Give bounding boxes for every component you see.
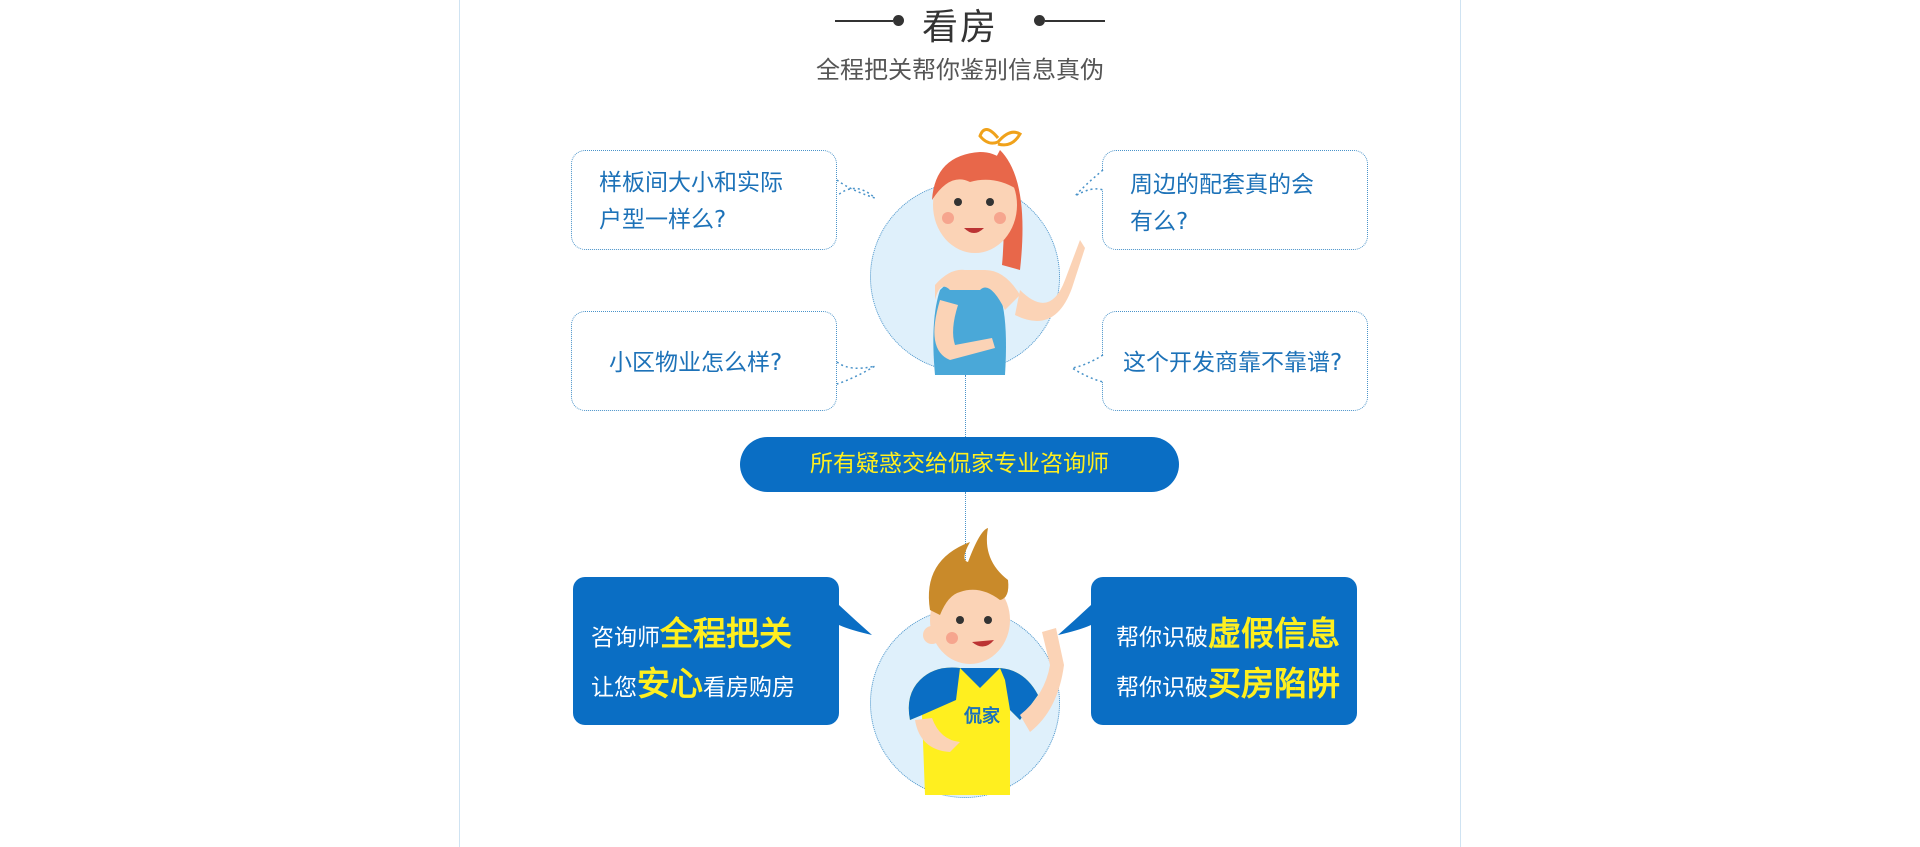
- consultant-left-line1: 咨询师全程把关: [591, 607, 792, 655]
- question-text-line2: 户型一样么?: [599, 207, 727, 233]
- consultant-banner: 所有疑惑交给侃家专业咨询师: [740, 437, 1179, 492]
- question-bubble-developer: 这个开发商靠不靠谱?: [1102, 311, 1368, 411]
- line1-prefix: 帮你识破: [1116, 625, 1208, 651]
- hair-bow: [978, 128, 1023, 147]
- line2-highlight: 买房陷阱: [1208, 664, 1340, 703]
- page-subtitle: 全程把关帮你鉴别信息真伪: [816, 56, 1104, 84]
- raised-arm: [1020, 628, 1064, 732]
- woman-mouth: [964, 228, 984, 233]
- shirt-logo-text: 侃家: [963, 705, 1001, 727]
- line2-suffix: 看房购房: [703, 675, 795, 701]
- section-header: 看房: [0, 0, 1920, 48]
- tail-question-2: [1074, 169, 1104, 197]
- man-right-eye: [984, 616, 992, 624]
- tail-question-4: [1069, 354, 1104, 383]
- line2-prefix: 帮你识破: [1116, 675, 1208, 701]
- lower-arm: [915, 718, 960, 752]
- consultant-right-line1: 帮你识破虚假信息: [1116, 607, 1340, 655]
- right-sleeve: [1000, 668, 1038, 720]
- question-text-line1: 样板间大小和实际: [599, 170, 783, 196]
- right-border-line: [1460, 0, 1461, 847]
- man-left-cheek: [946, 632, 958, 644]
- man-mouth: [972, 640, 994, 647]
- left-eye: [954, 198, 962, 206]
- pointing-arm: [1015, 240, 1085, 321]
- right-eye: [986, 198, 994, 206]
- woman-hair: [932, 152, 1018, 200]
- question-bubble-sample-room: 样板间大小和实际 户型一样么?: [571, 150, 837, 250]
- connector-bottom: [965, 492, 966, 582]
- left-cheek: [942, 212, 954, 224]
- man-left-eye: [956, 616, 964, 624]
- title-left-line: [835, 20, 893, 22]
- man-hair: [928, 528, 1009, 615]
- shoulders: [935, 269, 1020, 310]
- question-text-line1: 小区物业怎么样?: [609, 350, 783, 376]
- question-text-line2: 有么?: [1130, 209, 1189, 235]
- title-right-line: [1045, 20, 1105, 22]
- question-bubble-property-management: 小区物业怎么样?: [571, 311, 837, 411]
- consultant-bubble-left: 咨询师全程把关 让您安心看房购房: [573, 577, 839, 725]
- consultant-right-line2: 帮你识破买房陷阱: [1116, 657, 1340, 705]
- title-right-dot: [1034, 15, 1045, 26]
- tail-question-3: [836, 361, 876, 385]
- page-title: 看房: [921, 7, 998, 48]
- woman-illustration: [932, 128, 1085, 375]
- line2-prefix: 让您: [591, 675, 637, 701]
- line1-highlight: 全程把关: [660, 614, 792, 653]
- consultant-bubble-right: 帮你识破虚假信息 帮你识破买房陷阱: [1091, 577, 1357, 725]
- ear: [923, 626, 941, 644]
- tail-consultant-right: [1058, 605, 1091, 635]
- consultant-left-line2: 让您安心看房购房: [591, 657, 795, 705]
- line1-highlight: 虚假信息: [1208, 614, 1340, 653]
- line2-highlight: 安心: [637, 664, 703, 703]
- tail-consultant-left: [839, 605, 872, 635]
- tail-question-1: [836, 179, 876, 199]
- left-sleeve: [908, 667, 960, 720]
- left-border-line: [459, 0, 460, 847]
- connector-top: [965, 375, 966, 437]
- title-left-dot: [893, 15, 904, 26]
- right-cheek: [994, 212, 1006, 224]
- line1-prefix: 咨询师: [591, 625, 660, 651]
- woman-face: [933, 157, 1017, 253]
- folded-arm: [934, 300, 995, 360]
- question-text-line1: 周边的配套真的会: [1130, 172, 1314, 198]
- question-bubble-facilities: 周边的配套真的会 有么?: [1102, 150, 1368, 250]
- collar: [960, 668, 1000, 688]
- man-illustration: 侃家: [908, 528, 1064, 795]
- question-text-line1: 这个开发商靠不靠谱?: [1123, 350, 1343, 376]
